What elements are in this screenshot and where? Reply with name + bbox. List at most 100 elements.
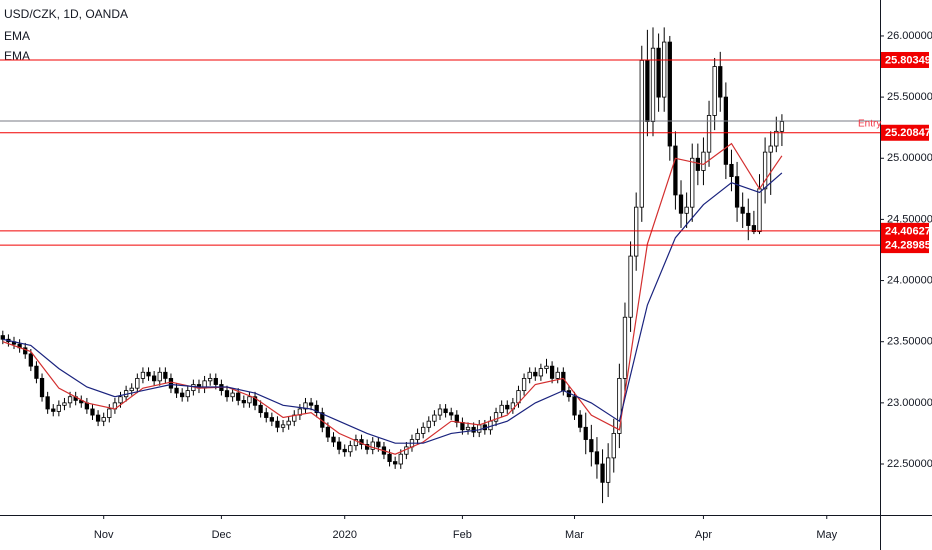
candle-body — [465, 426, 471, 431]
candle-body — [762, 151, 768, 190]
candle-body — [432, 414, 437, 422]
candle-body — [180, 392, 185, 398]
candle-body — [269, 417, 274, 422]
y-tick-label: 24.00000 — [887, 274, 932, 286]
candle-body — [684, 206, 689, 214]
candle-body — [67, 396, 73, 404]
candle-body — [426, 420, 431, 428]
candle-body — [241, 400, 246, 404]
candle-body — [617, 377, 622, 434]
candle-body — [247, 396, 252, 404]
y-tick-label: 22.50000 — [887, 458, 932, 470]
candle-body — [527, 371, 532, 379]
candle-body — [185, 390, 190, 398]
candle-body — [746, 212, 751, 226]
candle-body — [712, 66, 717, 116]
level-label: 25.20847 — [885, 127, 931, 139]
candle-body — [258, 404, 263, 414]
candle-body — [477, 424, 482, 433]
candle-body — [673, 145, 678, 196]
candle-body — [28, 353, 33, 367]
ema-line — [2, 142, 783, 455]
candle-body — [168, 377, 174, 389]
candle-body — [493, 412, 499, 422]
candle-body — [135, 377, 140, 389]
candle-body — [146, 371, 151, 377]
candle-body — [706, 115, 712, 153]
candle-body — [662, 41, 667, 98]
candle-body — [757, 188, 762, 233]
candle-body — [549, 365, 555, 379]
candle-body — [499, 404, 504, 414]
x-tick-label: Feb — [453, 529, 472, 541]
candle-body — [589, 439, 594, 453]
candle-body — [779, 121, 785, 132]
candle-body — [645, 60, 650, 122]
candle-body — [533, 371, 538, 377]
candle-body — [336, 441, 342, 450]
candle-body — [718, 66, 723, 98]
candle-body — [639, 60, 644, 208]
candle-body — [163, 371, 168, 379]
candle-body — [152, 375, 157, 382]
level-label-box — [881, 124, 929, 141]
candle-body — [303, 402, 308, 410]
candle-body — [376, 441, 381, 448]
candle-body — [555, 371, 560, 379]
candle-body — [140, 371, 146, 379]
candle-body — [460, 422, 465, 431]
candle-body — [398, 453, 403, 465]
candle-body — [23, 347, 28, 355]
plot-area — [0, 27, 785, 504]
candle-body — [437, 408, 443, 416]
candle-body — [577, 414, 583, 428]
candle-body — [695, 157, 700, 171]
candle-body — [583, 426, 588, 440]
candle-body — [51, 408, 56, 412]
candle-body — [107, 408, 112, 418]
candle-body — [62, 402, 67, 406]
candle-body — [213, 377, 218, 385]
candle-body — [628, 255, 633, 318]
candle-body — [387, 453, 392, 462]
x-tick-label: 2020 — [332, 529, 356, 541]
candle-body — [723, 96, 728, 165]
candle-body — [393, 461, 398, 465]
x-tick-label: Dec — [212, 529, 232, 541]
candle-body — [701, 151, 706, 171]
candle-body — [364, 444, 370, 450]
candle-body — [505, 404, 510, 410]
level-label-box — [881, 237, 929, 254]
candle-body — [600, 463, 605, 483]
candle-body — [544, 365, 549, 370]
level-label: 24.40627 — [885, 225, 931, 237]
candle-body — [415, 433, 420, 440]
candle-body — [740, 206, 745, 214]
entry-label: Entry — [858, 119, 881, 130]
candle-body — [275, 420, 280, 428]
candle-body — [421, 426, 426, 434]
candle-body — [56, 404, 61, 412]
candle-body — [325, 426, 331, 438]
candle-body — [39, 377, 45, 398]
candle-body — [314, 404, 319, 414]
y-tick-label: 23.50000 — [887, 336, 932, 348]
candle-body — [449, 412, 454, 416]
candle-body — [230, 392, 235, 398]
candle-body — [622, 316, 628, 379]
y-tick-label: 26.00000 — [887, 30, 932, 42]
x-tick-label: Apr — [695, 529, 712, 541]
chart-title: USD/CZK, 1D, OANDA — [4, 7, 128, 21]
candle-body — [634, 206, 639, 257]
candle-body — [157, 371, 162, 382]
level-label-box — [881, 51, 929, 68]
candle-body — [774, 130, 779, 147]
candle-body — [404, 446, 409, 455]
x-tick-label: Nov — [94, 529, 114, 541]
candle-body — [90, 408, 95, 416]
y-tick-label: 24.50000 — [887, 213, 932, 225]
candle-body — [611, 433, 616, 459]
indicator-label: EMA — [4, 29, 30, 43]
